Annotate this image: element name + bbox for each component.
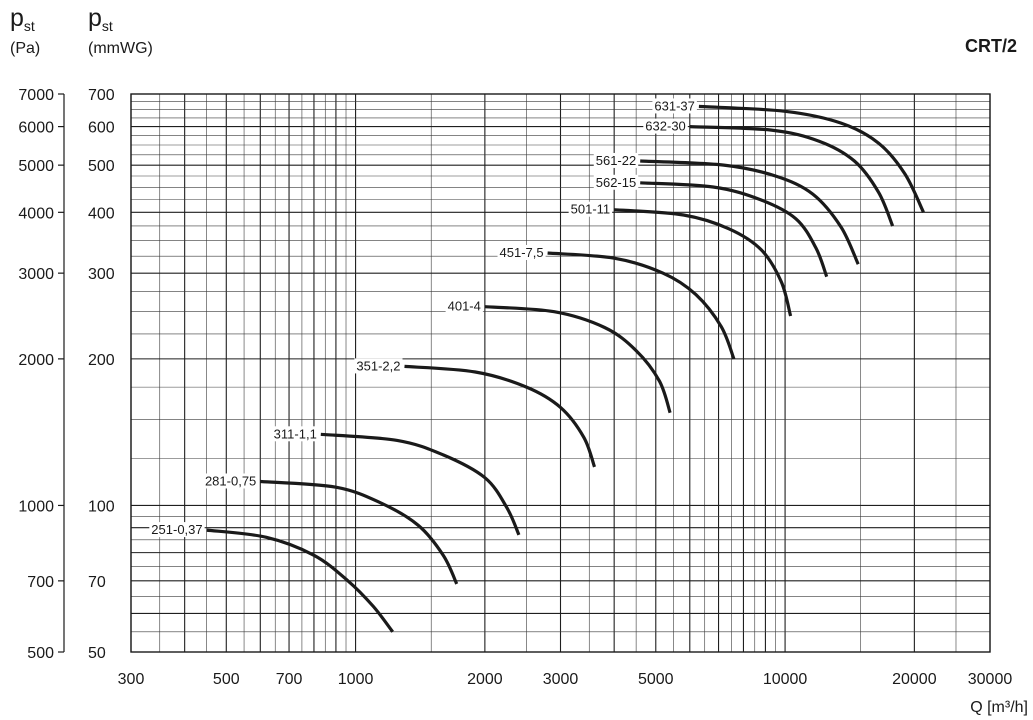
series-label: 631-37: [654, 98, 694, 113]
series-label: 562-15: [596, 175, 636, 190]
x-tick-label: 30000: [968, 671, 1013, 688]
series-label: 632-30: [645, 119, 685, 134]
fan-curve-562-15: [640, 181, 829, 278]
mmwg-axis-symbol: pst: [88, 4, 113, 34]
series-label-bg: [149, 522, 205, 538]
y-tick-label-pa: 6000: [18, 120, 54, 137]
series: [206, 104, 925, 633]
series-label: 401-4: [448, 299, 481, 314]
y-tick-label-pa: 1000: [18, 498, 54, 515]
plot-frame: [130, 93, 991, 653]
series-label: 251-0,37: [151, 522, 202, 537]
series-label: 311-1,1: [274, 426, 317, 441]
series-label-bg: [652, 98, 697, 114]
series-label-bg: [568, 201, 613, 217]
pa-axis-symbol: pst: [10, 4, 35, 34]
x-tick-label: 5000: [638, 671, 674, 688]
y-tick-label-pa: 2000: [18, 352, 54, 369]
y-tick-label-mmwg: 70: [88, 574, 106, 591]
x-tick-label: 1000: [338, 671, 374, 688]
series-label-bg: [445, 298, 483, 314]
fan-curve-632-30: [689, 125, 895, 227]
series-label: 451-7,5: [500, 245, 544, 260]
y-tick-label-pa: 7000: [18, 87, 54, 104]
fan-curve-311-1-1: [320, 432, 521, 536]
y-tick-label-mmwg: 50: [88, 645, 106, 662]
y-tick-label-pa: 500: [27, 645, 54, 662]
series-label: 351-2,2: [356, 358, 400, 373]
series-label-bg: [593, 174, 639, 190]
x-tick-label: 2000: [467, 671, 503, 688]
series-label: 281-0,75: [205, 473, 256, 488]
series-label-bg: [271, 426, 319, 442]
fan-curve-631-37: [698, 104, 925, 213]
fan-curve-351-2-2: [404, 364, 597, 468]
y-tick-label-pa: 3000: [18, 266, 54, 283]
grid: [130, 93, 991, 653]
series-label: 501-11: [571, 202, 611, 217]
mmwg-axis-unit: (mmWG): [88, 40, 153, 57]
x-tick-label: 300: [118, 671, 145, 688]
series-label: 561-22: [596, 153, 636, 168]
y-tick-label-mmwg: 100: [88, 498, 115, 515]
series-label-bg: [643, 118, 688, 134]
x-tick-label: 700: [276, 671, 303, 688]
labels: 251-0,37 281-0,75 311-1,1 351-2,2 401-4 451-7…: [149, 98, 697, 538]
axes: 300 500 700 1000 2000 3000 5000 10000 20000 30000…: [18, 87, 1028, 716]
y-tick-label-mmwg: 200: [88, 352, 115, 369]
x-tick-label: 10000: [763, 671, 808, 688]
chart-title: CRT/2: [964, 36, 1017, 56]
fan-curve-451-7-5: [547, 251, 736, 360]
fan-curve-501-11: [614, 208, 793, 317]
y-tick-label-mmwg: 600: [88, 120, 115, 137]
fan-curve-281-0-75: [260, 479, 459, 585]
series-label-bg: [354, 358, 403, 374]
fan-curve-561-22: [640, 159, 860, 265]
x-tick-label: 500: [213, 671, 240, 688]
x-axis-label: Q [m³/h]: [970, 699, 1028, 716]
series-label-bg: [497, 244, 546, 260]
y-tick-label-mmwg: 700: [88, 87, 115, 104]
fan-curve-401-4: [484, 305, 672, 414]
series-label-bg: [593, 152, 639, 168]
x-tick-label: 3000: [543, 671, 579, 688]
y-tick-label-mmwg: 400: [88, 205, 115, 222]
y-tick-label-mmwg: 500: [88, 158, 115, 175]
y-tick-label-pa: 5000: [18, 158, 54, 175]
y-tick-label-pa: 4000: [18, 205, 54, 222]
y-tick-label-mmwg: 300: [88, 266, 115, 283]
y-tick-label-pa: 700: [27, 574, 54, 591]
fan-curve-251-0-37: [206, 528, 394, 633]
x-tick-label: 20000: [892, 671, 937, 688]
series-label-bg: [202, 473, 259, 489]
pa-axis-unit: (Pa): [10, 40, 41, 57]
